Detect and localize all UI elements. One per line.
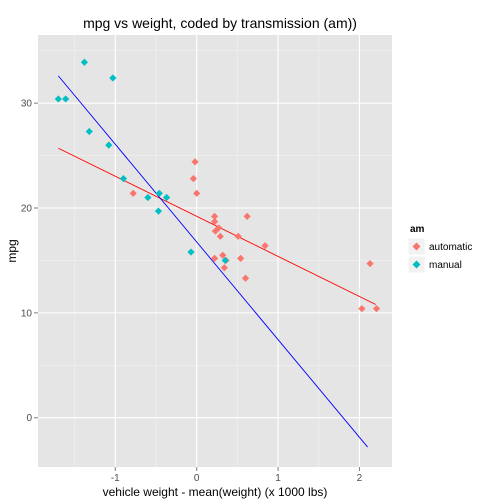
point-automatic (129, 189, 137, 197)
point-manual (154, 207, 163, 215)
point-manual (187, 248, 195, 256)
x-tick-label: 2 (357, 473, 363, 484)
x-tick-label: 1 (275, 473, 281, 484)
point-automatic (261, 242, 269, 250)
legend: am automatic manual (407, 224, 472, 274)
chart-title: mpg vs weight, coded by transmission (am… (83, 15, 357, 31)
point-automatic (189, 175, 198, 183)
point-manual (221, 256, 229, 265)
legend-key-manual-diamond (412, 260, 421, 269)
point-automatic (210, 218, 219, 226)
point-automatic (219, 251, 227, 259)
x-axis-label: vehicle weight - mean(weight) (x 1000 lb… (103, 485, 328, 499)
point-automatic (210, 254, 219, 262)
point-automatic (234, 232, 242, 240)
major-grid (38, 35, 392, 467)
x-tick-label: -1 (111, 473, 120, 484)
point-manual (144, 193, 152, 202)
legend-label-automatic: automatic (429, 242, 472, 253)
legend-title: am (410, 224, 425, 235)
y-tick-label: 30 (21, 99, 33, 110)
y-tick-label: 10 (21, 308, 33, 319)
point-manual (62, 95, 70, 103)
data-points (54, 58, 381, 313)
legend-item-automatic: automatic (407, 237, 472, 256)
x-tick-label: 0 (194, 473, 200, 484)
point-automatic (193, 189, 201, 197)
point-automatic (366, 259, 374, 268)
point-automatic (216, 232, 224, 240)
legend-key-automatic-diamond (412, 242, 421, 251)
point-manual (109, 74, 117, 82)
y-tick-label: 0 (26, 413, 32, 424)
point-manual (80, 58, 88, 66)
legend-label-manual: manual (429, 260, 462, 271)
point-automatic (220, 264, 228, 272)
point-manual (119, 175, 128, 183)
point-automatic (358, 305, 366, 313)
point-automatic (372, 305, 381, 313)
point-automatic (210, 212, 219, 220)
point-manual (155, 189, 163, 197)
point-automatic (243, 212, 251, 220)
y-axis-ticks: 0 10 20 30 (21, 99, 38, 424)
y-axis-label: mpg (5, 239, 19, 262)
point-manual (85, 127, 93, 136)
point-manual (54, 95, 62, 103)
point-automatic (241, 274, 250, 282)
legend-item-manual: manual (407, 255, 462, 274)
point-manual (162, 193, 171, 202)
point-automatic (237, 254, 245, 262)
y-tick-label: 20 (21, 204, 33, 215)
point-automatic (191, 158, 199, 166)
fit-line-manual (57, 75, 368, 448)
point-automatic (215, 224, 223, 232)
plot-panel (38, 35, 392, 467)
x-axis-ticks: -1 0 1 2 (111, 467, 363, 484)
point-manual (105, 141, 113, 149)
